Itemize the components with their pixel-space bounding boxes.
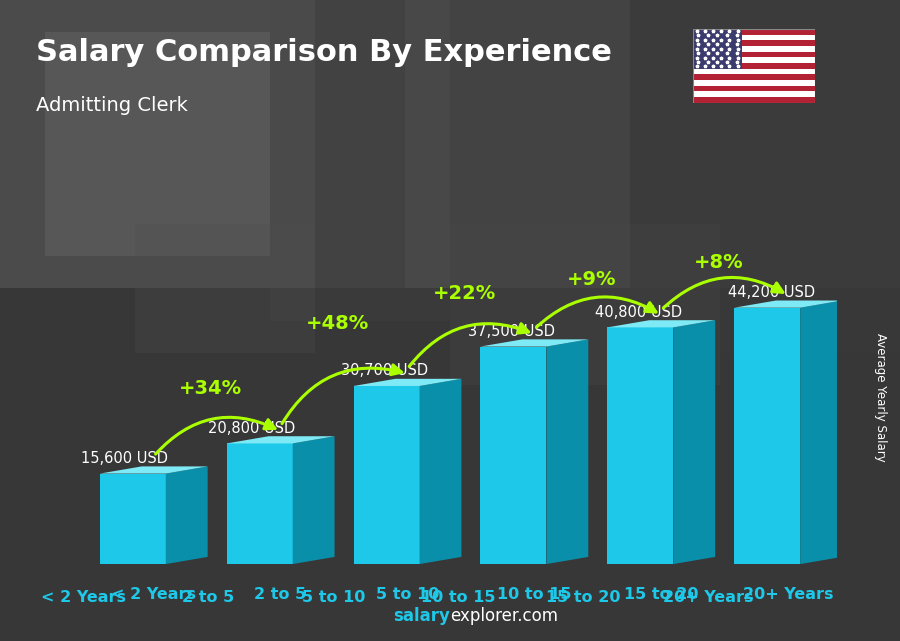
Text: 15,600 USD: 15,600 USD [81, 451, 167, 466]
Polygon shape [100, 474, 166, 564]
Text: < 2 Years: < 2 Years [112, 587, 196, 601]
Bar [630, 0, 900, 353]
Text: 20,800 USD: 20,800 USD [208, 420, 295, 436]
Text: 10 to 15: 10 to 15 [421, 590, 495, 604]
Polygon shape [481, 339, 589, 347]
Polygon shape [608, 320, 716, 328]
Bar [693, 51, 814, 57]
Bar [693, 97, 814, 103]
Text: +8%: +8% [694, 253, 743, 272]
Text: salary: salary [393, 607, 450, 625]
Text: explorer.com: explorer.com [450, 607, 558, 625]
Text: 40,800 USD: 40,800 USD [595, 304, 682, 320]
Polygon shape [673, 320, 716, 564]
Bar [45, 32, 270, 256]
Text: 2 to 5: 2 to 5 [183, 590, 235, 604]
Polygon shape [227, 437, 335, 444]
Text: +9%: +9% [567, 271, 616, 290]
Bar [0, 0, 315, 288]
Bar [693, 63, 814, 69]
Polygon shape [734, 301, 842, 308]
Text: Salary Comparison By Experience: Salary Comparison By Experience [36, 38, 612, 67]
Text: Admitting Clerk: Admitting Clerk [36, 96, 188, 115]
Polygon shape [354, 386, 419, 564]
Bar [693, 29, 742, 69]
Text: +22%: +22% [433, 285, 496, 303]
Text: < 2 Years: < 2 Years [41, 590, 126, 604]
Polygon shape [166, 467, 208, 564]
Polygon shape [546, 339, 589, 564]
Text: 15 to 20: 15 to 20 [545, 590, 620, 604]
Polygon shape [100, 467, 208, 474]
Text: 15 to 20: 15 to 20 [624, 587, 698, 601]
Text: +34%: +34% [179, 379, 242, 398]
Bar [0, 288, 900, 641]
Bar [405, 0, 630, 288]
Bar [450, 224, 720, 385]
Text: 30,700 USD: 30,700 USD [341, 363, 428, 378]
Text: 20+ Years: 20+ Years [742, 587, 833, 601]
Text: 5 to 10: 5 to 10 [376, 587, 439, 601]
Polygon shape [481, 347, 546, 564]
Polygon shape [227, 444, 292, 564]
Polygon shape [419, 379, 462, 564]
Bar [270, 0, 450, 320]
Bar [693, 80, 814, 85]
Text: 10 to 15: 10 to 15 [497, 587, 572, 601]
Text: 5 to 10: 5 to 10 [302, 590, 365, 604]
Text: Average Yearly Salary: Average Yearly Salary [874, 333, 886, 462]
Text: +48%: +48% [306, 313, 369, 333]
Bar [693, 29, 814, 35]
Polygon shape [608, 328, 673, 564]
Polygon shape [800, 301, 842, 564]
Text: 2 to 5: 2 to 5 [255, 587, 307, 601]
Bar [693, 46, 814, 51]
Bar [693, 74, 814, 80]
Text: 44,200 USD: 44,200 USD [728, 285, 815, 300]
Bar [693, 69, 814, 74]
Bar [693, 35, 814, 40]
Polygon shape [292, 437, 335, 564]
Polygon shape [734, 308, 800, 564]
Bar [693, 40, 814, 46]
Polygon shape [354, 379, 462, 386]
Bar [693, 57, 814, 63]
Text: 20+ Years: 20+ Years [662, 590, 753, 604]
Bar [693, 85, 814, 91]
Text: 37,500 USD: 37,500 USD [468, 324, 554, 339]
Bar [135, 224, 315, 353]
Bar [693, 91, 814, 97]
